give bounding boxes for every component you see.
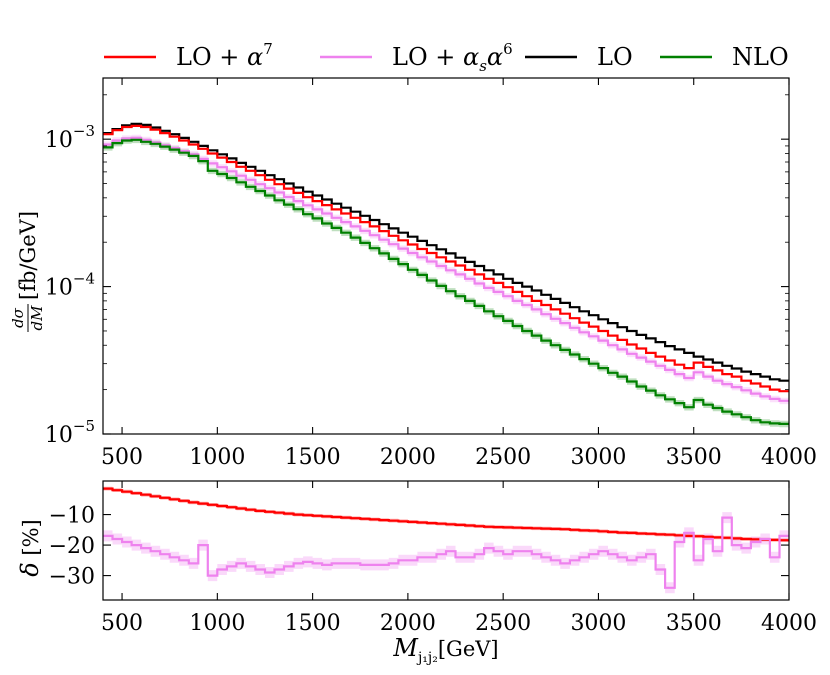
main-y-label-units: [fb/GeV] [16, 211, 40, 300]
main-y-label-denominator: dM [28, 305, 46, 331]
ratio-y-tick-label: −20 [49, 534, 95, 559]
ratio-x-ticks: 500 1000 1500 2000 2500 3000 3500 4000 [101, 481, 817, 636]
legend-label-lo: LO [597, 43, 633, 71]
main-y-label-numerator: dσ [9, 307, 27, 328]
legend-label-lo-s-6: LO + αsα6 [392, 40, 513, 75]
main-series-lo-7 [103, 124, 789, 393]
ratio-y-tick-label: −30 [49, 565, 95, 590]
ratio-series-lo-7 [103, 487, 789, 542]
main-x-tick-label: 3000 [570, 445, 626, 470]
ratio-x-tick-label: 2500 [475, 611, 531, 636]
ratio-x-tick-label: 2000 [380, 611, 436, 636]
main-y-label-group: dσ dM [fb/GeV] [9, 211, 46, 332]
main-y-tick-label: 10−3 [45, 122, 95, 153]
legend: LO + α7 LO + αsα6 LO NLO [104, 40, 789, 75]
legend-label-lo-7: LO + α7 [176, 40, 273, 71]
ratio-x-tick-label: 4000 [761, 611, 817, 636]
main-y-axis-label: dσ dM [fb/GeV] [9, 211, 46, 332]
ratio-y-tick-label: −10 [49, 504, 95, 529]
main-x-tick-label: 500 [101, 445, 143, 470]
main-series-lo-s-6 [103, 136, 789, 402]
ratio-x-label-text: Mj₁j₂[GeV] [392, 634, 498, 666]
ratio-axes-frame [102, 480, 790, 601]
ratio-x-tick-label: 3500 [666, 611, 722, 636]
main-axes-frame [102, 77, 790, 435]
main-x-ticks: 500 1000 1500 2000 2500 3000 3500 4000 [101, 78, 817, 470]
main-x-tick-label: 3500 [666, 445, 722, 470]
ratio-x-tick-label: 3000 [570, 611, 626, 636]
main-x-tick-label: 1500 [285, 445, 341, 470]
main-bands [103, 134, 789, 428]
main-y-tick-label: 10−5 [45, 417, 95, 448]
main-x-tick-label: 1000 [189, 445, 245, 470]
main-x-tick-label: 2500 [475, 445, 531, 470]
main-y-ticks: 10−3 10−4 10−5 [45, 94, 789, 448]
ratio-panel: 500 1000 1500 2000 2500 3000 3500 4000 −10 −20 −3… [16, 480, 817, 666]
ratio-x-tick-label: 1500 [285, 611, 341, 636]
ratio-y-ticks: −10 −20 −30 [49, 504, 789, 590]
ratio-x-tick-label: 500 [101, 611, 143, 636]
legend-label-nlo: NLO [732, 43, 789, 71]
main-x-tick-label: 2000 [380, 445, 436, 470]
ratio-x-axis-label: Mj₁j₂[GeV] [392, 634, 498, 666]
ratio-lines [103, 487, 789, 589]
ratio-y-axis-label: δ [%] [16, 519, 44, 576]
main-panel: 500 1000 1500 2000 2500 3000 3500 4000 10−3 10−4… [9, 77, 817, 470]
ratio-y-label-text: δ [%] [16, 519, 44, 576]
main-series-nlo [103, 138, 789, 425]
main-band-nlo [103, 136, 789, 428]
ratio-x-tick-label: 1000 [189, 611, 245, 636]
ratio-series-lo-s-6 [103, 516, 789, 589]
main-y-tick-label: 10−4 [45, 270, 95, 301]
main-lines [103, 122, 789, 425]
main-x-tick-label: 4000 [761, 445, 817, 470]
